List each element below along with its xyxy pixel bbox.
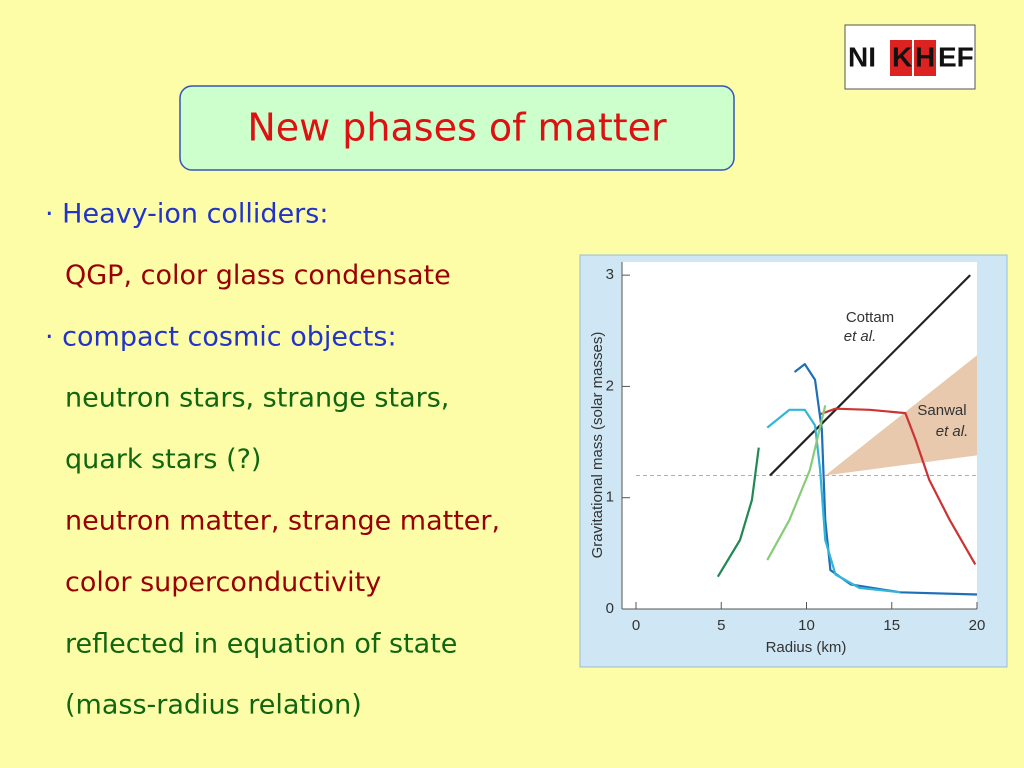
bullet-text: · compact cosmic objects: — [45, 321, 397, 352]
bullet-text: color superconductivity — [65, 567, 381, 598]
y-tick-label: 2 — [606, 377, 614, 394]
x-tick-label: 15 — [883, 617, 900, 634]
curve — [766, 405, 827, 561]
bullet-text: QGP, color glass condensate — [65, 260, 451, 291]
shaded-region — [825, 355, 977, 476]
logo-text: EF — [938, 41, 974, 72]
curve — [716, 447, 760, 578]
annotation: et al. — [844, 328, 877, 345]
y-axis-label: Gravitational mass (solar masses) — [589, 332, 606, 559]
logo-box — [844, 24, 976, 90]
x-tick-label: 10 — [798, 617, 815, 634]
annotation: Sanwal — [917, 402, 966, 419]
title-box — [179, 85, 735, 171]
logo-text: NI — [848, 41, 876, 72]
bullet-text: (mass-radius relation) — [65, 690, 362, 721]
bullet-text: · Heavy-ion colliders: — [45, 199, 328, 230]
logo-text: K — [892, 41, 912, 72]
curve — [769, 274, 971, 477]
curve — [819, 407, 977, 566]
logo-block — [890, 40, 912, 76]
logo-block — [914, 40, 936, 76]
bullet-text: reflected in equation of state — [65, 628, 457, 659]
slide-title: New phases of matter — [247, 106, 667, 150]
bullet-text: neutron stars, strange stars, — [65, 383, 449, 414]
curve — [766, 408, 901, 594]
y-tick-label: 0 — [606, 600, 614, 617]
bullet-text: neutron matter, strange matter, — [65, 506, 500, 537]
x-tick-label: 20 — [969, 617, 986, 634]
x-tick-label: 0 — [632, 617, 640, 634]
x-tick-label: 5 — [717, 617, 725, 634]
y-tick-label: 1 — [606, 489, 614, 506]
y-tick-label: 3 — [606, 266, 614, 283]
x-axis-label: Radius (km) — [766, 639, 847, 656]
annotation: et al. — [936, 423, 969, 440]
logo-text: H — [915, 41, 935, 72]
bullet-text: quark stars (?) — [65, 444, 261, 475]
annotation: Cottam — [846, 309, 894, 326]
